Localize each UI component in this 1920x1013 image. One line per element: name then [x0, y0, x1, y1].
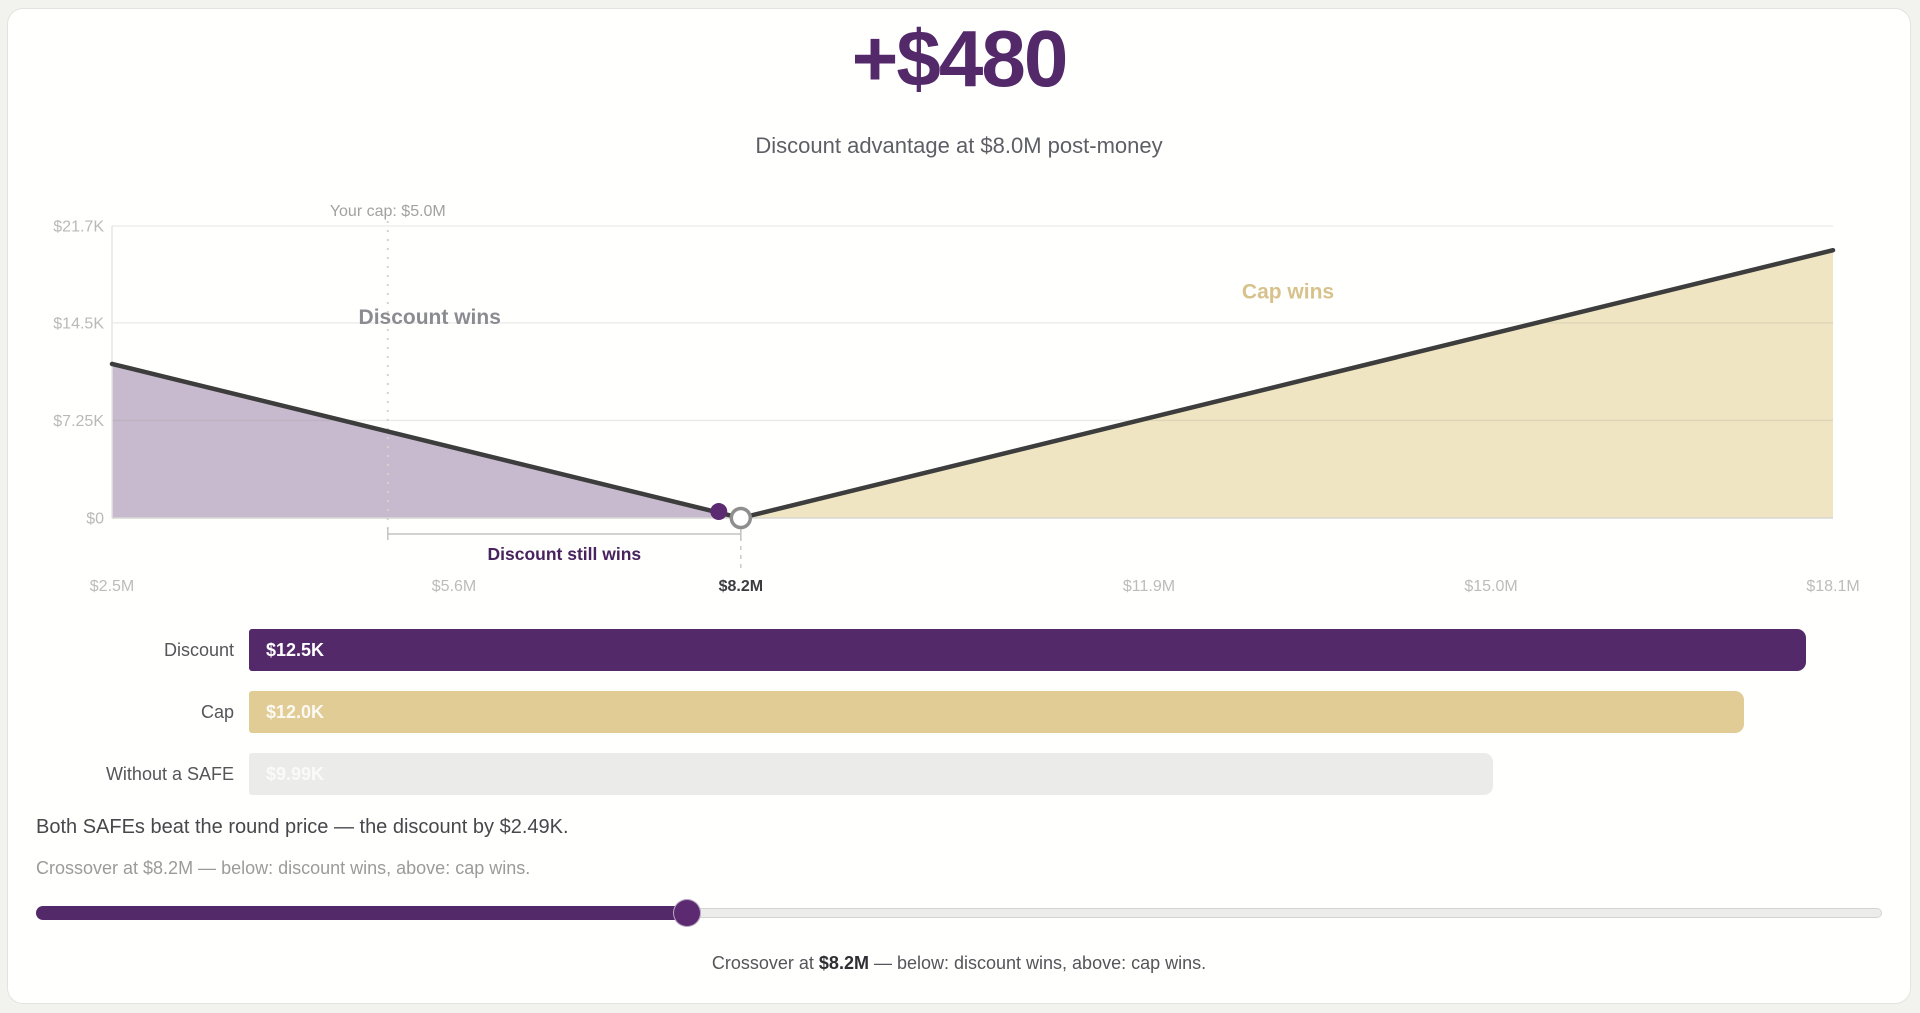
slider-thumb[interactable]: [672, 899, 701, 927]
y-tick-label: $14.5K: [53, 315, 104, 332]
advantage-chart-svg: Your cap: $5.0M Discount wins Cap wins Disc…: [53, 203, 1859, 595]
advantage-subtitle: Discount advantage at $8.0M post-money: [755, 133, 1163, 158]
cap-wins-label: Cap wins: [1242, 281, 1334, 304]
cap-bar: $12.0K: [249, 691, 1744, 733]
summary-line: Both SAFEs beat the round price — the di…: [36, 816, 569, 838]
y-tick-label: $0: [86, 511, 104, 528]
bar-label: Cap: [200, 701, 234, 722]
crossover-dot: [729, 506, 753, 530]
bar-row: Without a SAFE $9.99K: [8, 753, 1910, 795]
caption-crossover-value: $8.2M: [818, 953, 869, 973]
slider-caption: Crossover at $8.2M — below: discount win…: [8, 953, 1910, 974]
valuation-slider[interactable]: [36, 899, 1882, 927]
slider-fill: [36, 906, 688, 920]
y-tick-label: $21.7K: [53, 219, 104, 236]
safe-comparison-card: +$480 Discount advantage at $8.0M post-m…: [7, 8, 1911, 1004]
bar-label: Without a SAFE: [105, 763, 234, 784]
x-tick-label: $11.9M: [1123, 578, 1175, 595]
bar-value: $12.0K: [266, 701, 325, 722]
x-tick-label: $5.6M: [432, 578, 476, 595]
advantage-headline: +$480: [851, 14, 1069, 103]
current-valuation-dot: [710, 503, 728, 521]
discount-bar: $12.5K: [249, 629, 1806, 671]
discount-wins-label: Discount wins: [359, 306, 501, 329]
bar-row: Cap $12.0K: [8, 691, 1910, 733]
crossover-note: Crossover at $8.2M — below: discount win…: [36, 858, 531, 878]
payout-bars: Discount $12.5K Cap $12.0K Without a SAFE $9.…: [8, 629, 1910, 795]
caption-suffix: — below: discount wins, above: cap wins.: [868, 953, 1207, 973]
x-tick-label: $15.0M: [1464, 578, 1517, 595]
bar-value: $9.99K: [266, 763, 325, 784]
x-tick-label: $18.1M: [1806, 578, 1859, 595]
x-tick-label: $8.2M: [719, 578, 763, 595]
bracket-label: Discount still wins: [487, 544, 641, 564]
without-a-safe-bar: $9.99K: [249, 753, 1493, 795]
bar-label: Discount: [163, 639, 234, 660]
caption-prefix: Crossover at: [711, 953, 819, 973]
y-tick-label: $7.25K: [53, 413, 104, 430]
bar-value: $12.5K: [266, 639, 325, 660]
slider-track[interactable]: [36, 906, 1882, 920]
bar-row: Discount $12.5K: [8, 629, 1910, 671]
cap-marker-label: Your cap: $5.0M: [330, 203, 446, 220]
advantage-chart: Your cap: $5.0M Discount wins Cap wins Disc…: [8, 199, 1910, 619]
x-tick-label: $2.5M: [90, 578, 134, 595]
